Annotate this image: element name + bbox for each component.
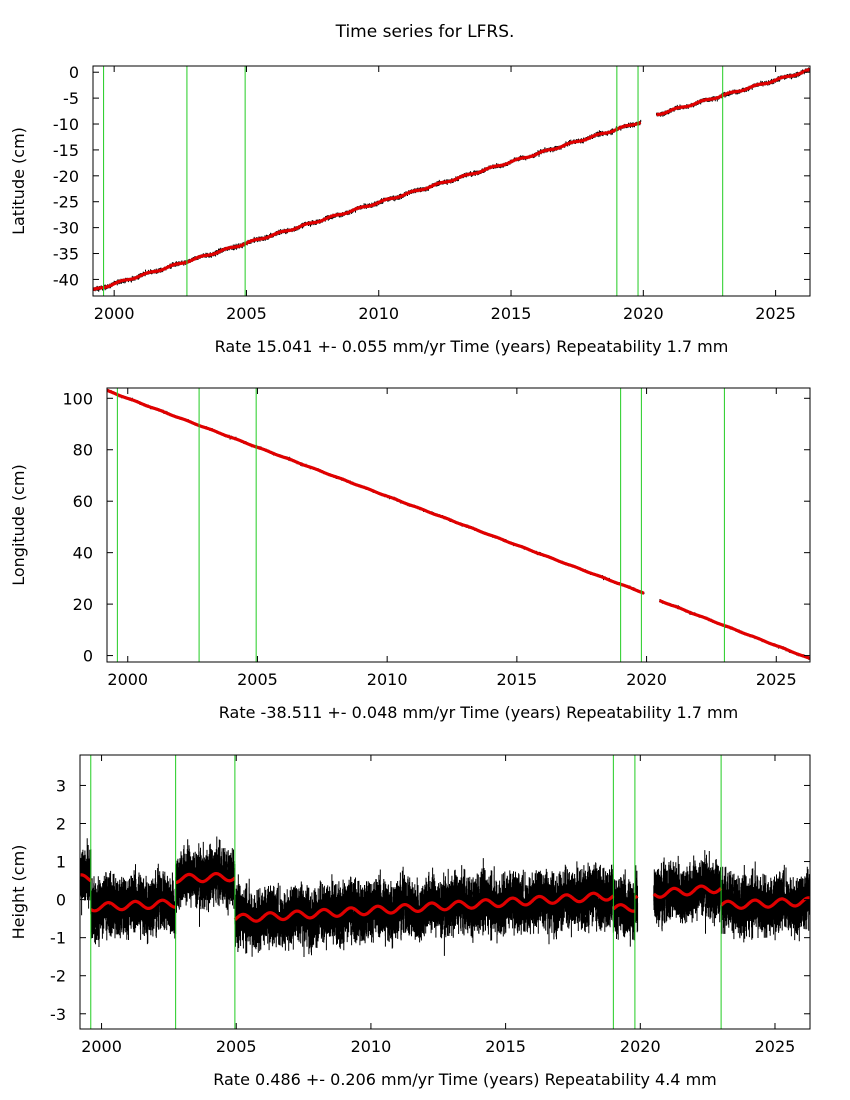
x-tick-label: 2015 bbox=[485, 1037, 526, 1056]
plot-frame bbox=[106, 387, 811, 663]
model-segment-2 bbox=[90, 898, 176, 913]
y-tick-label: 0 bbox=[56, 891, 66, 910]
y-tick-label: -25 bbox=[53, 193, 79, 212]
x-axis-label: Rate 0.486 +- 0.206 mm/yr Time (years) R… bbox=[213, 1070, 717, 1089]
x-tick-label: 2000 bbox=[94, 304, 135, 323]
y-tick-label: 20 bbox=[73, 595, 93, 614]
model-segment-3 bbox=[175, 872, 236, 885]
x-tick-label: 2010 bbox=[358, 304, 399, 323]
x-tick-label: 2000 bbox=[81, 1037, 122, 1056]
x-tick-label: 2015 bbox=[497, 670, 538, 689]
y-tick-label: -2 bbox=[50, 967, 66, 986]
observations bbox=[80, 836, 810, 957]
y-tick-label: 1 bbox=[56, 853, 66, 872]
model-segment-2 bbox=[656, 67, 810, 117]
y-tick-label: -40 bbox=[53, 270, 79, 289]
y-tick-label: 0 bbox=[69, 63, 79, 82]
panel-1: 2000 2005 2010 2015 2020 2025 0 -5 -10 -15 -20 -25 -… bbox=[9, 63, 811, 356]
y-tick-label: -5 bbox=[63, 89, 79, 108]
model-segment-8 bbox=[720, 896, 810, 910]
model-segment-1 bbox=[107, 388, 645, 595]
x-tick-label: 2000 bbox=[107, 670, 148, 689]
y-tick-label: 0 bbox=[83, 647, 93, 666]
y-axis-label: Latitude (cm) bbox=[9, 127, 28, 235]
plot-area bbox=[107, 388, 810, 662]
plot-area bbox=[93, 66, 810, 296]
y-tick-label: -35 bbox=[53, 245, 79, 264]
x-tick-label: 2015 bbox=[491, 304, 532, 323]
x-tick-label: 2005 bbox=[237, 670, 278, 689]
x-tick-label: 2020 bbox=[626, 670, 667, 689]
page-title: Time series for LFRS. bbox=[335, 22, 515, 42]
y-tick-label: -15 bbox=[53, 141, 79, 160]
x-tick-label: 2025 bbox=[755, 304, 796, 323]
y-tick-label: -20 bbox=[53, 167, 79, 186]
y-tick-label: -3 bbox=[50, 1005, 66, 1024]
x-tick-label: 2025 bbox=[755, 1037, 796, 1056]
panel-2: 2000 2005 2010 2015 2020 2025 0 20 40 60 80 100 Rate… bbox=[9, 387, 811, 722]
model-segment-4 bbox=[233, 891, 615, 923]
panel-3: 2000 2005 2010 2015 2020 2025 3 2 1 0 -1 -2 -3 Rate 0… bbox=[9, 754, 811, 1089]
plot-area bbox=[80, 755, 810, 1029]
x-tick-label: 2020 bbox=[623, 304, 664, 323]
y-tick-label: 40 bbox=[73, 544, 93, 563]
y-tick-label: -1 bbox=[50, 929, 66, 948]
y-axis-label: Longitude (cm) bbox=[9, 464, 28, 586]
x-tick-label: 2020 bbox=[620, 1037, 661, 1056]
plot-frame bbox=[92, 65, 811, 297]
model-segment-1 bbox=[80, 873, 92, 883]
model-segment-5 bbox=[612, 903, 636, 913]
x-tick-label: 2010 bbox=[351, 1037, 392, 1056]
y-tick-label: -10 bbox=[53, 115, 79, 134]
y-tick-label: 60 bbox=[73, 492, 93, 511]
model-segment-2 bbox=[658, 599, 810, 660]
y-tick-label: 100 bbox=[62, 389, 93, 408]
y-tick-label: 80 bbox=[73, 441, 93, 460]
plot-frame bbox=[79, 754, 811, 1030]
y-tick-label: -30 bbox=[53, 219, 79, 238]
y-tick-label: 3 bbox=[56, 776, 66, 795]
x-axis-label: Rate -38.511 +- 0.048 mm/yr Time (years)… bbox=[219, 703, 738, 722]
x-tick-label: 2005 bbox=[226, 304, 267, 323]
x-axis-label: Rate 15.041 +- 0.055 mm/yr Time (years) … bbox=[215, 337, 729, 356]
model-segment-1 bbox=[93, 120, 642, 292]
x-tick-label: 2005 bbox=[216, 1037, 257, 1056]
y-axis-label: Height (cm) bbox=[9, 845, 28, 940]
y-tick-label: 2 bbox=[56, 815, 66, 834]
x-tick-label: 2010 bbox=[367, 670, 408, 689]
model-segment-7 bbox=[652, 884, 723, 899]
x-tick-label: 2025 bbox=[756, 670, 797, 689]
